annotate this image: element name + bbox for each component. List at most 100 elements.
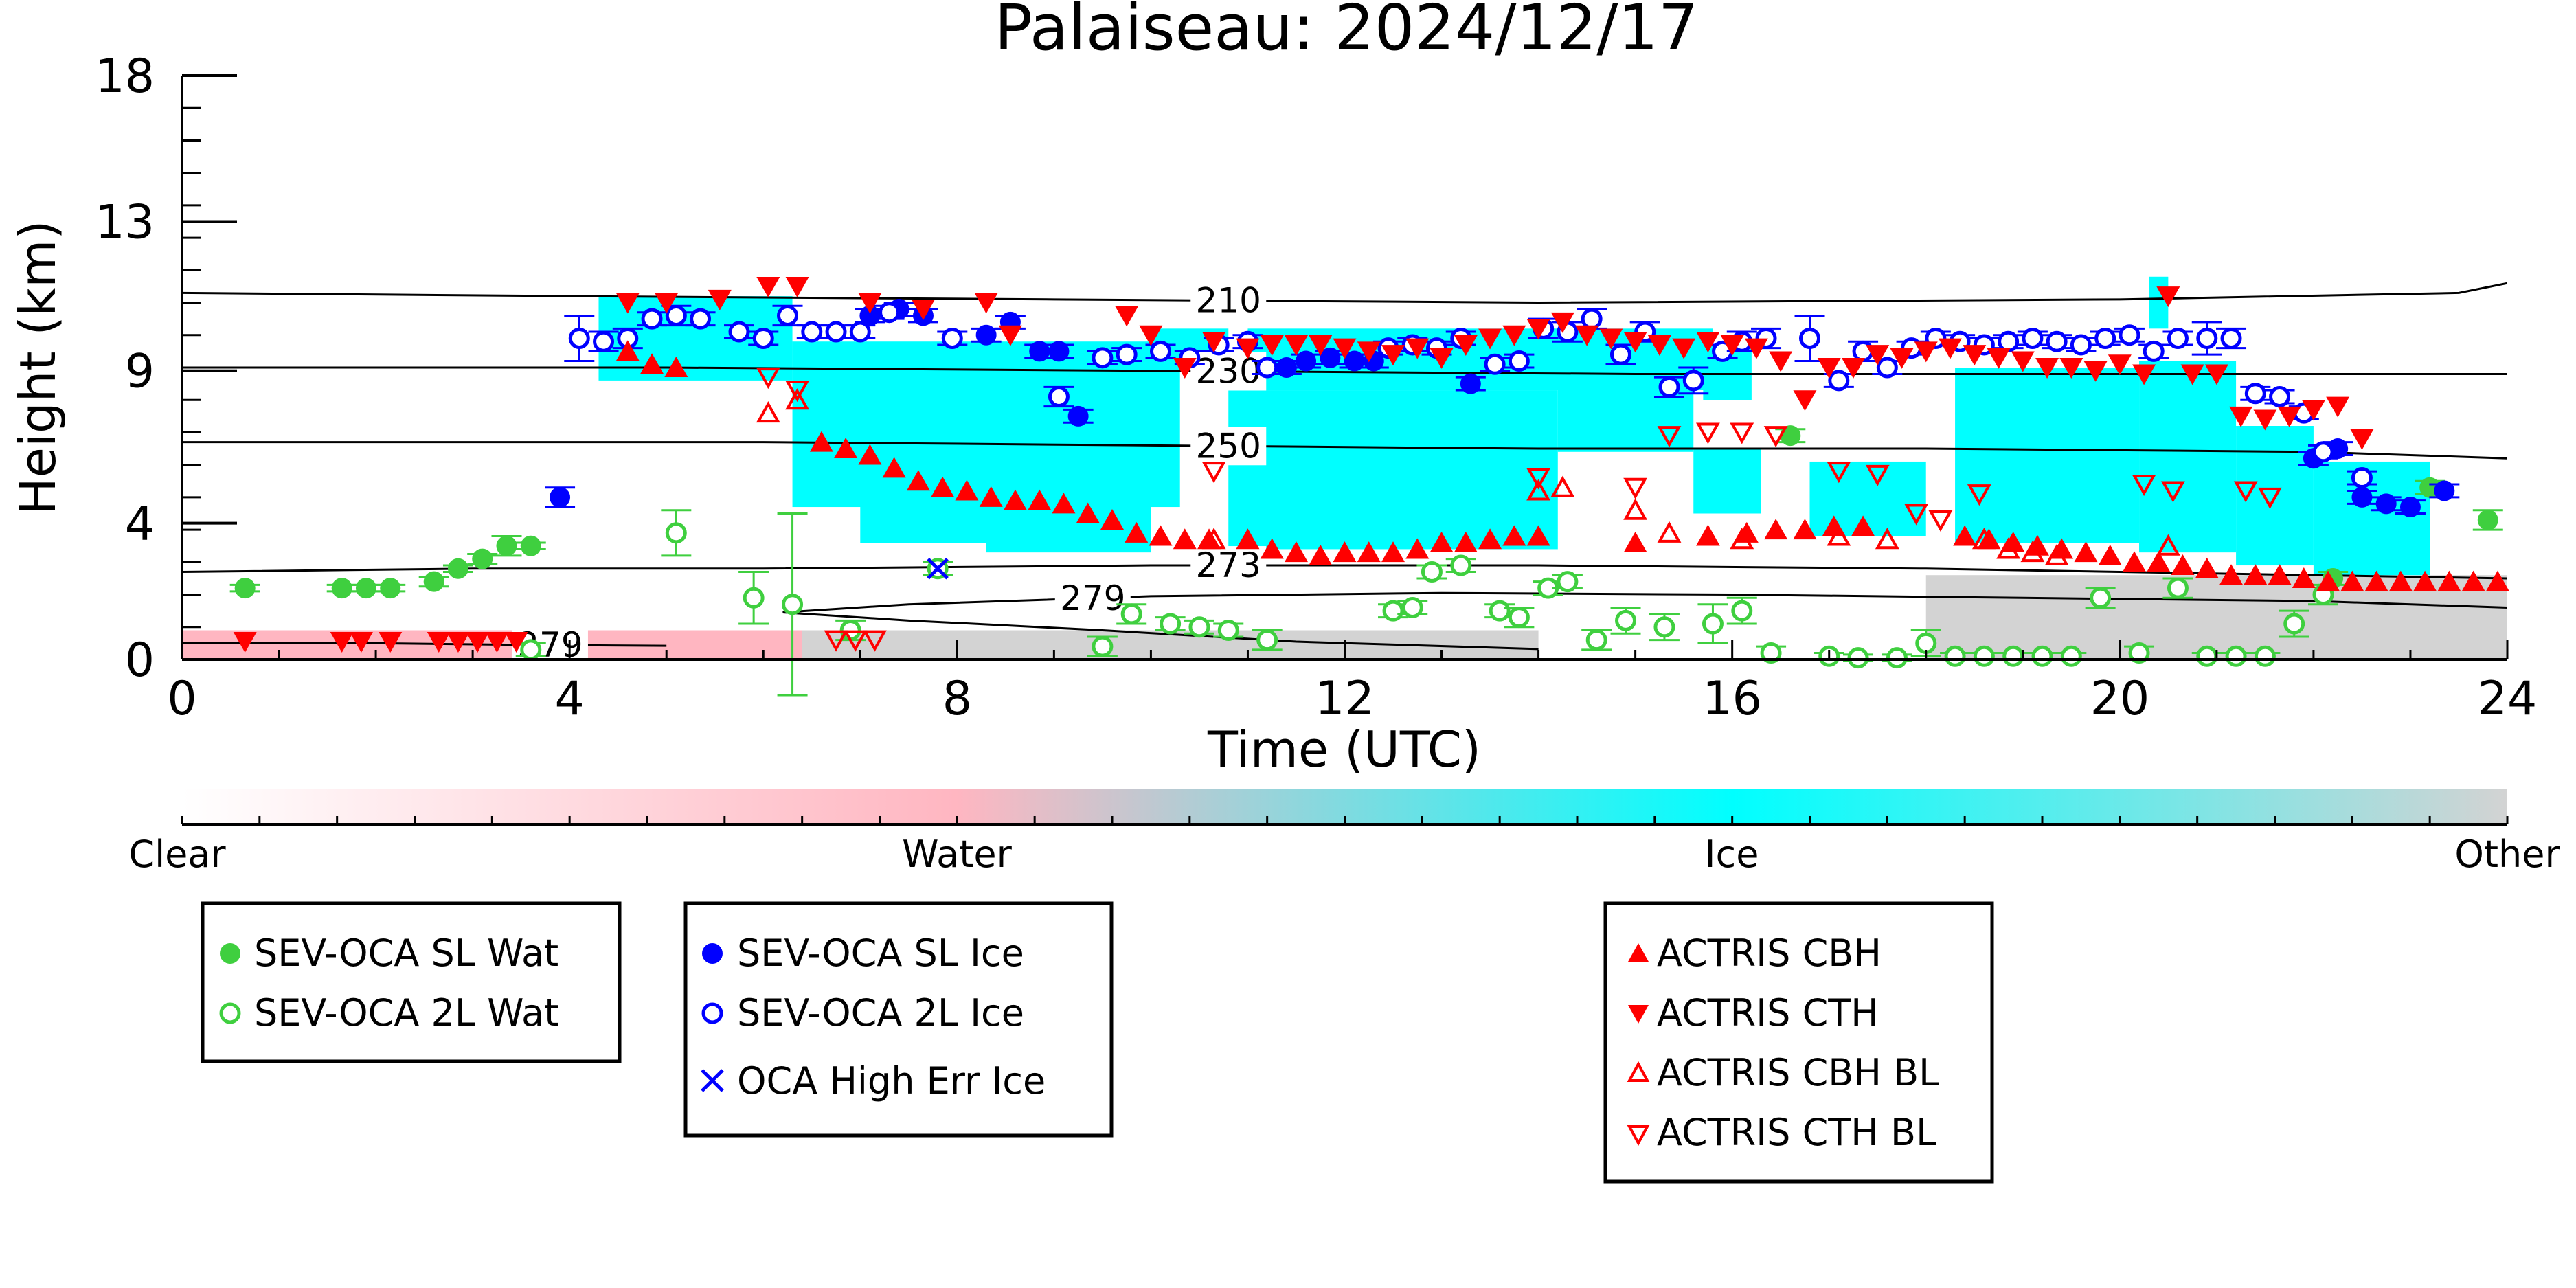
sev-oca-2l-wat-point bbox=[1256, 629, 1278, 651]
actris-cth-point bbox=[1696, 332, 1720, 353]
x-ticks: 0 4 8 12 16 20 24 bbox=[167, 640, 2537, 726]
sev-oca-2l-ice-point bbox=[2119, 324, 2140, 346]
sev-oca-2l-wat-point bbox=[1421, 561, 1443, 583]
colorbar-ticks bbox=[181, 816, 2509, 824]
sev-oca-2l-ice-point bbox=[777, 304, 799, 326]
sev-oca-sl-wat-point bbox=[520, 535, 541, 556]
actris-cbh-point bbox=[2074, 541, 2098, 563]
actris-cbh-point bbox=[2195, 557, 2219, 578]
sev-oca-2l-wat-point bbox=[2090, 587, 2112, 609]
actris-cth-bl-point bbox=[1730, 422, 1754, 444]
actris-cth-point bbox=[446, 632, 470, 653]
sev-oca-2l-ice-point bbox=[1658, 376, 1680, 398]
cloud-mask-background bbox=[182, 276, 2507, 659]
sev-oca-sl-ice-point bbox=[1048, 341, 1070, 362]
actris-cbh-point bbox=[615, 340, 640, 361]
sev-oca-2l-ice-point bbox=[593, 330, 615, 352]
actris-cbh-point bbox=[1149, 525, 1173, 546]
sev-oca-sl-wat-point bbox=[2477, 509, 2498, 530]
contour-210-line-0 bbox=[182, 282, 2507, 304]
actris-cbh-bl-point bbox=[1971, 528, 1996, 550]
legend-label-oca-high-err-ice: OCA High Err Ice bbox=[737, 1059, 1046, 1103]
mask-ice-8 bbox=[1693, 449, 1761, 514]
actris-cth-bl-point bbox=[2258, 487, 2282, 509]
x-tick-label: 20 bbox=[2090, 672, 2150, 726]
contour-label-273-3: 273 bbox=[1196, 545, 1261, 585]
sev-oca-sl-ice-point bbox=[2351, 486, 2373, 508]
actris-cth-point bbox=[1430, 348, 1454, 369]
actris-cth-point bbox=[1769, 351, 1793, 372]
contour-label-230-1: 230 bbox=[1196, 351, 1261, 391]
sev-oca-2l-wat-point bbox=[1489, 600, 1511, 622]
actris-cth-point bbox=[708, 289, 732, 310]
actris-cbh-point bbox=[2219, 564, 2244, 585]
actris-cth-bl-point bbox=[1623, 477, 1648, 499]
sev-oca-2l-wat-point bbox=[2128, 642, 2150, 664]
actris-cbh-point bbox=[1430, 532, 1454, 552]
actris-cth-point bbox=[1599, 328, 1623, 350]
legend-label-sev-oca-2l-wat: SEV-OCA 2L Wat bbox=[254, 991, 558, 1035]
actris-cth-point bbox=[655, 293, 679, 314]
sev-oca-2l-ice-point bbox=[1609, 343, 1631, 365]
actris-cbh-bl-point bbox=[1550, 475, 1575, 497]
contour-label-bg-273-3 bbox=[1190, 546, 1267, 585]
actris-cbh-point bbox=[2268, 564, 2292, 585]
actris-cth-point bbox=[1309, 335, 1333, 356]
actris-cbh-point bbox=[1028, 489, 1052, 510]
colorbar-label-water: Water bbox=[902, 833, 1012, 876]
sev-oca-2l-ice-point bbox=[2022, 328, 2044, 349]
data-series bbox=[229, 276, 2509, 697]
actris-cth-point bbox=[998, 325, 1022, 346]
actris-cth-bl-point bbox=[863, 630, 887, 652]
actris-cbh-bl-point bbox=[1657, 521, 1682, 543]
actris-cth-bl-point bbox=[1967, 484, 1991, 506]
contour-label-bg-230-1 bbox=[1190, 352, 1267, 391]
actris-cbh-point bbox=[1623, 532, 1647, 552]
sev-oca-2l-wat-point bbox=[2254, 645, 2276, 667]
sev-oca-2l-ice-point bbox=[2196, 328, 2218, 349]
legend-label-sev-oca-sl-ice: SEV-OCA SL Ice bbox=[737, 931, 1024, 975]
sev-oca-2l-wat-point bbox=[2002, 645, 2024, 667]
contour-279-line-5 bbox=[782, 611, 1539, 651]
actris-cbh-bl-point bbox=[2156, 534, 2180, 556]
sev-oca-2l-wat-point bbox=[1973, 645, 1995, 667]
sev-oca-sl-wat-point bbox=[331, 578, 352, 599]
sev-oca-sl-ice-point bbox=[975, 324, 997, 346]
sev-oca-2l-wat-point bbox=[1615, 609, 1637, 631]
actris-cbh-point bbox=[1478, 528, 1502, 550]
actris-cth-bl-point bbox=[1827, 462, 1851, 484]
actris-cth-point bbox=[2035, 358, 2059, 379]
sev-oca-2l-ice-point bbox=[1508, 350, 1530, 372]
legend-marker-actris-cth-bl bbox=[1627, 1125, 1650, 1146]
sev-oca-2l-ice-point bbox=[2046, 330, 2068, 352]
sev-oca-2l-ice-point bbox=[2312, 441, 2334, 463]
actris-cth-point bbox=[1115, 306, 1139, 327]
actris-cbh-point bbox=[1696, 525, 1720, 546]
actris-cth-point bbox=[1550, 312, 1574, 333]
actris-cth-bl-point bbox=[1526, 468, 1550, 490]
series-sev-oca-2l-wat bbox=[515, 509, 2339, 697]
sev-oca-sl-wat-point bbox=[423, 571, 444, 592]
x-tick-label: 12 bbox=[1315, 672, 1375, 726]
sev-oca-2l-wat-point bbox=[1760, 642, 1782, 664]
sev-oca-sl-ice-point bbox=[2399, 497, 2421, 518]
contour-273-line-3 bbox=[182, 564, 2507, 580]
series-actris-cth bbox=[233, 276, 2374, 653]
sev-oca-2l-ice-point bbox=[2351, 467, 2373, 489]
contour-label-250-2: 250 bbox=[1196, 426, 1261, 466]
actris-cbh-bl-point bbox=[1996, 537, 2021, 559]
actris-cth-point bbox=[1526, 319, 1550, 340]
legend-marker-sev-oca-2l-ice bbox=[701, 1002, 723, 1024]
contour-label-bg-210-0 bbox=[1190, 281, 1267, 320]
sev-oca-2l-wat-point bbox=[1731, 600, 1753, 622]
sev-oca-2l-ice-point bbox=[568, 328, 590, 349]
actris-cbh-point bbox=[2122, 551, 2146, 572]
sev-oca-2l-wat-point bbox=[1557, 571, 1579, 593]
contour-label-279-4: 279 bbox=[1060, 578, 1125, 618]
actris-cbh-bl-point bbox=[756, 401, 780, 423]
legend-actris-box bbox=[1603, 901, 1994, 1184]
actris-cth-bl-point bbox=[756, 368, 780, 389]
actris-cbh-bl-point bbox=[1526, 479, 1550, 501]
actris-cbh-point bbox=[1381, 541, 1405, 563]
